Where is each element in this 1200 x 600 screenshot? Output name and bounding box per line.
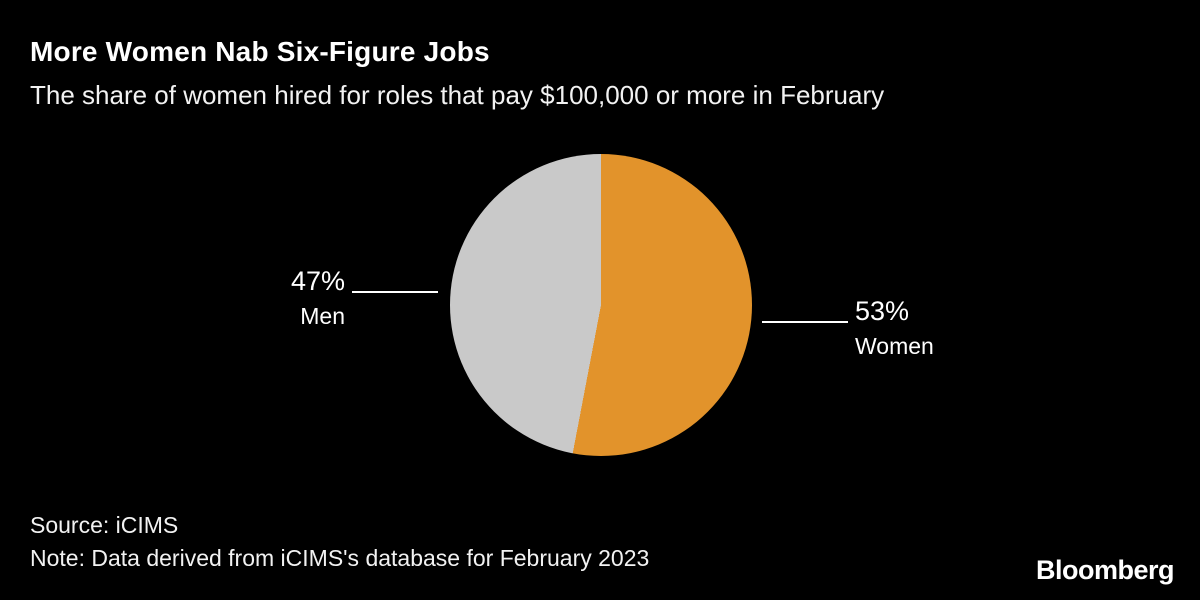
men-percent-label: 47%	[290, 266, 345, 296]
men-callout: 47% Men	[200, 266, 345, 330]
pie-chart	[450, 154, 752, 456]
chart-subtitle: The share of women hired for roles that …	[30, 80, 885, 110]
chart-header: More Women Nab Six-Figure Jobs The share…	[30, 36, 884, 111]
chart-title: More Women Nab Six-Figure Jobs	[30, 36, 490, 67]
source-text: Source: iCIMS	[30, 512, 179, 538]
men-leader-line	[352, 291, 438, 293]
note-text: Note: Data derived from iCIMS's database…	[30, 545, 650, 571]
bloomberg-logo: Bloomberg	[1035, 555, 1175, 585]
women-leader-line	[762, 321, 848, 323]
women-callout: 53% Women	[855, 296, 934, 360]
men-slice-label: Men	[300, 303, 345, 329]
women-percent-label: 53%	[855, 296, 910, 326]
women-slice-label: Women	[855, 333, 934, 359]
